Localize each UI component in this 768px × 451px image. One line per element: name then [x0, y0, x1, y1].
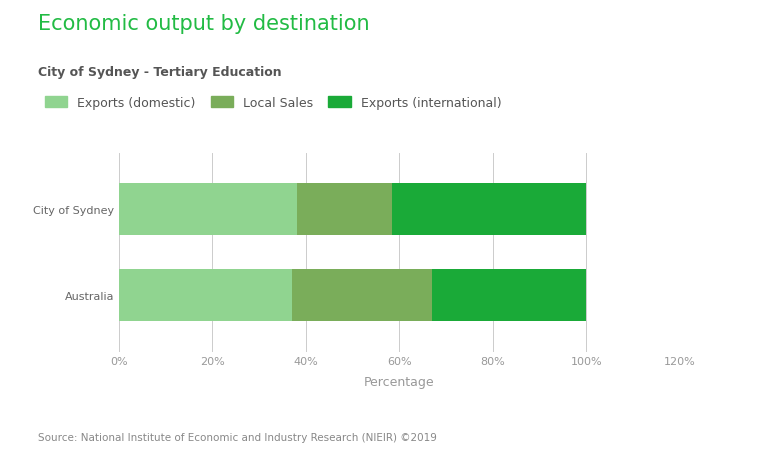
- Bar: [296, 184, 392, 235]
- Bar: [432, 270, 586, 322]
- Legend: Exports (domestic), Local Sales, Exports (international): Exports (domestic), Local Sales, Exports…: [45, 97, 502, 110]
- Text: Economic output by destination: Economic output by destination: [38, 14, 370, 33]
- Text: Source: National Institute of Economic and Industry Research (NIEIR) ©2019: Source: National Institute of Economic a…: [38, 432, 437, 442]
- Bar: [292, 270, 432, 322]
- X-axis label: Percentage: Percentage: [364, 375, 435, 388]
- Bar: [392, 184, 586, 235]
- Bar: [119, 184, 296, 235]
- Text: City of Sydney - Tertiary Education: City of Sydney - Tertiary Education: [38, 65, 282, 78]
- Bar: [119, 270, 292, 322]
